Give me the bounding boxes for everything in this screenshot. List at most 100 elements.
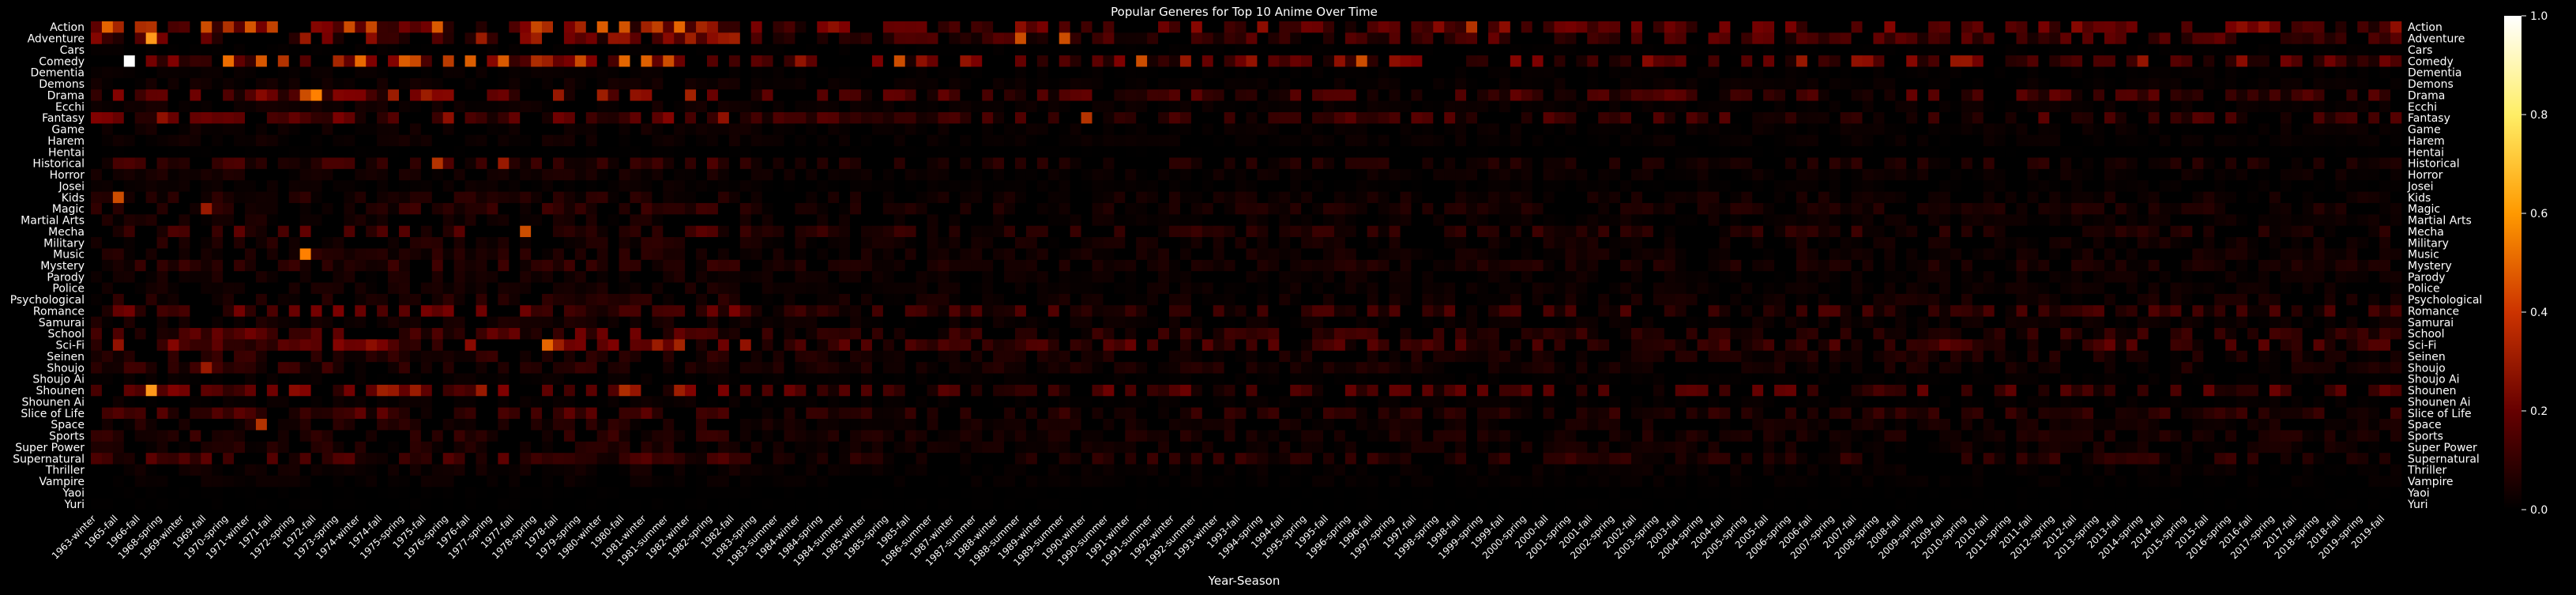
heatmap-cell (1444, 100, 1456, 113)
heatmap-cell (596, 89, 608, 101)
heatmap-cell (871, 225, 884, 238)
heatmap-cell (1114, 202, 1126, 215)
heatmap-cell (762, 202, 773, 215)
heatmap-cell (1378, 168, 1390, 181)
heatmap-cell (1609, 66, 1621, 79)
heatmap-cell (190, 66, 201, 79)
heatmap-cell (1158, 89, 1170, 101)
heatmap-cell (817, 21, 829, 33)
heatmap-cell (101, 259, 114, 272)
heatmap-cell (388, 89, 400, 101)
heatmap-cell (1136, 123, 1148, 136)
heatmap-cell (949, 157, 961, 170)
heatmap-cell (1675, 202, 1687, 215)
heatmap-cell (344, 202, 355, 215)
heatmap-cell (333, 32, 344, 45)
heatmap-cell (1059, 225, 1070, 238)
heatmap-cell (1422, 55, 1434, 67)
heatmap-cell (1466, 123, 1478, 136)
heatmap-cell (1730, 225, 1742, 238)
heatmap-cell (1301, 180, 1313, 192)
heatmap-cell (1730, 259, 1742, 272)
heatmap-cell (2148, 123, 2160, 136)
heatmap-cell (1994, 43, 2006, 56)
heatmap-cell (1939, 271, 1951, 283)
heatmap-cell (1389, 168, 1401, 181)
heatmap-cell (1103, 225, 1115, 238)
heatmap-cell (728, 259, 741, 272)
heatmap-cell (993, 225, 1005, 238)
heatmap-cell (2280, 111, 2292, 124)
heatmap-cell (1818, 248, 1830, 261)
heatmap-cell (2203, 111, 2215, 124)
heatmap-cell (476, 282, 487, 295)
heatmap-cell (1818, 32, 1830, 45)
heatmap-cell (982, 202, 994, 215)
heatmap-cell (1598, 237, 1610, 249)
heatmap-cell (553, 111, 565, 124)
heatmap-cell (1103, 21, 1115, 33)
heatmap-cell (685, 248, 697, 261)
heatmap-cell (355, 214, 367, 226)
heatmap-cell (2302, 146, 2314, 158)
heatmap-cell (2192, 43, 2204, 56)
heatmap-cell (212, 180, 224, 192)
heatmap-cell (1686, 180, 1698, 192)
heatmap-cell (2060, 123, 2072, 136)
heatmap-cell (1125, 157, 1137, 170)
heatmap-cell (1344, 100, 1357, 113)
heatmap-cell (739, 214, 752, 226)
heatmap-cell (574, 134, 587, 147)
heatmap-cell (498, 146, 510, 158)
heatmap-cell (1796, 180, 1808, 192)
heatmap-cell (1136, 202, 1148, 215)
heatmap-cell (2357, 191, 2369, 204)
heatmap-cell (795, 225, 807, 238)
heatmap-cell (1213, 21, 1224, 33)
heatmap-cell (850, 225, 862, 238)
heatmap-cell (1543, 237, 1555, 249)
heatmap-cell (1752, 248, 1764, 261)
heatmap-cell (2258, 32, 2270, 45)
heatmap-cell (1158, 32, 1170, 45)
heatmap-cell (322, 123, 333, 136)
heatmap-cell (2368, 32, 2380, 45)
heatmap-cell (1235, 282, 1247, 295)
heatmap-cell (750, 123, 762, 136)
heatmap-cell (2203, 43, 2215, 56)
heatmap-cell (1664, 214, 1676, 226)
heatmap-cell (1510, 225, 1522, 238)
heatmap-cell (201, 66, 212, 79)
heatmap-cell (1807, 225, 1819, 238)
heatmap-cell (1059, 123, 1070, 136)
heatmap-cell (101, 55, 114, 67)
heatmap-cell (2093, 225, 2105, 238)
heatmap-cell (607, 225, 619, 238)
heatmap-cell (1796, 157, 1808, 170)
heatmap-cell (927, 89, 938, 101)
heatmap-cell (1333, 225, 1346, 238)
heatmap-cell (1818, 21, 1830, 33)
heatmap-cell (2269, 214, 2281, 226)
heatmap-cell (520, 100, 532, 113)
heatmap-cell (2280, 259, 2292, 272)
heatmap-cell (1928, 225, 1940, 238)
heatmap-cell (542, 123, 554, 136)
heatmap-cell (1367, 259, 1378, 272)
heatmap-cell (630, 225, 641, 238)
heatmap-cell (355, 248, 367, 261)
heatmap-cell (1015, 111, 1027, 124)
heatmap-cell (223, 248, 235, 261)
heatmap-cell (871, 100, 884, 113)
heatmap-cell (904, 180, 916, 192)
heatmap-cell (982, 214, 994, 226)
heatmap-cell (333, 271, 344, 283)
heatmap-cell (112, 214, 125, 226)
heatmap-cell (1499, 282, 1511, 295)
heatmap-cell (1125, 191, 1137, 204)
heatmap-cell (2060, 66, 2072, 79)
heatmap-cell (2159, 237, 2171, 249)
heatmap-cell (839, 168, 851, 181)
heatmap-cell (1521, 134, 1532, 147)
heatmap-cell (1928, 21, 1940, 33)
